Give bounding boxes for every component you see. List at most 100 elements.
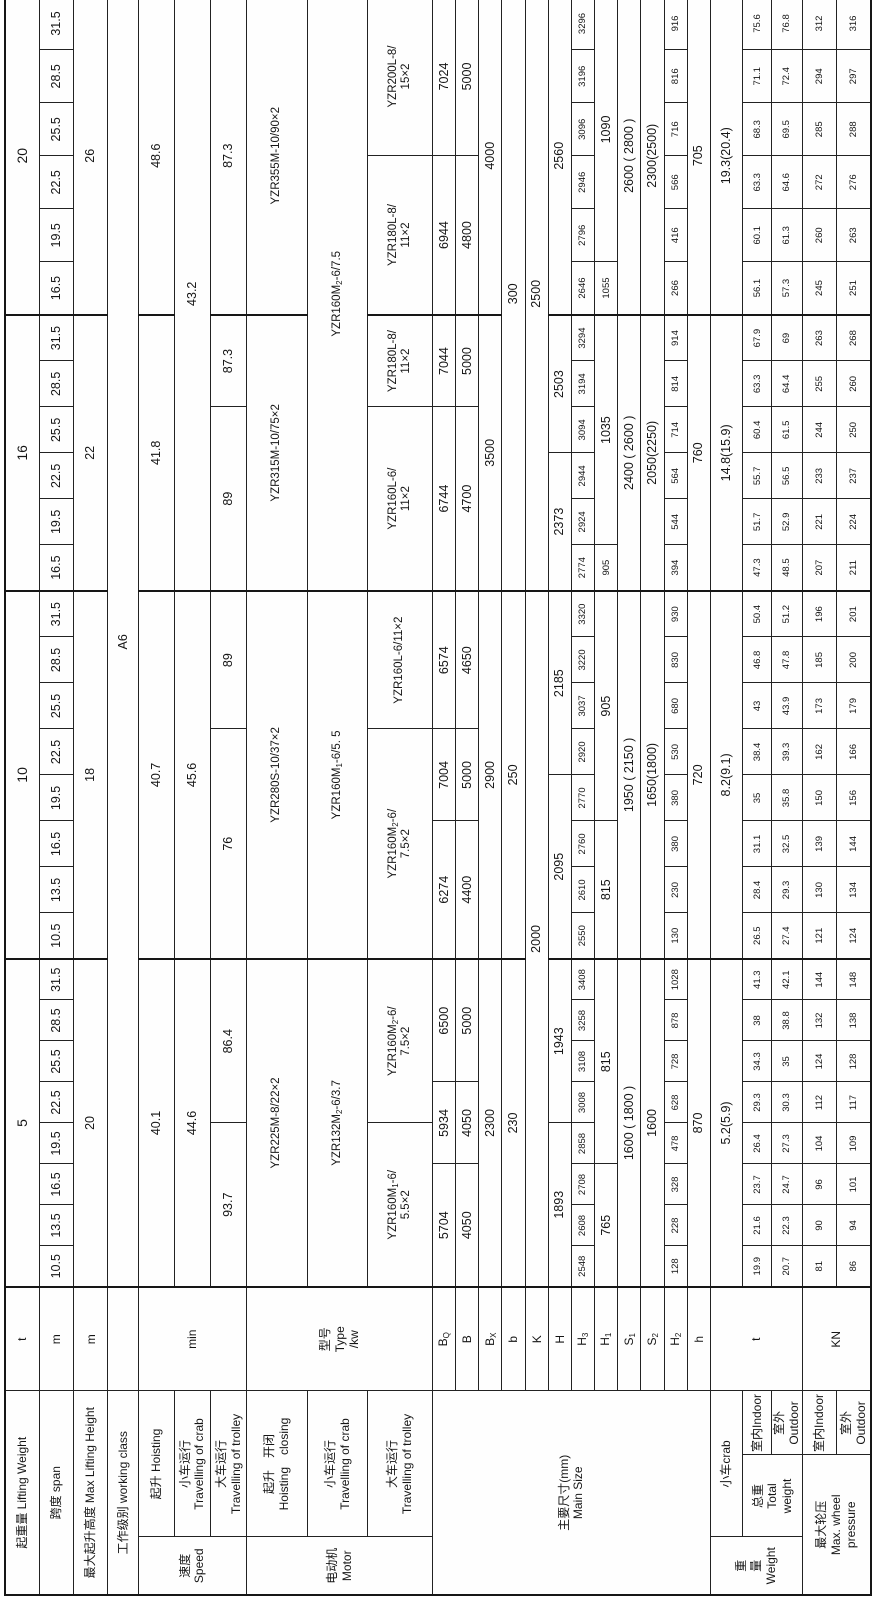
data-cell: 48.5 <box>771 544 803 591</box>
data-cell: 55.7 <box>742 452 772 499</box>
data-cell: 196 <box>802 590 837 637</box>
data-cell: YZR160M2-6/7.5×2 <box>367 958 433 1123</box>
unit-cell: min <box>138 1286 247 1391</box>
data-cell: 104 <box>802 1122 837 1164</box>
data-cell: 16 <box>5 314 40 591</box>
data-cell: 144 <box>802 958 837 1000</box>
data-cell: 207 <box>802 544 837 591</box>
data-cell: 51.7 <box>742 498 772 545</box>
data-cell: 2503 <box>548 314 572 453</box>
data-cell: 294 <box>802 49 837 103</box>
data-cell: 416 <box>664 208 688 262</box>
data-cell: 60.1 <box>742 208 772 262</box>
unit-cell: m <box>73 1286 108 1391</box>
data-cell: 5000 <box>455 314 479 407</box>
data-cell: 38.8 <box>771 999 803 1041</box>
data-cell: 2300(2500) <box>640 0 665 315</box>
data-cell: 276 <box>836 155 871 209</box>
data-cell: 2646 <box>571 261 595 315</box>
data-cell: 128 <box>836 1040 871 1082</box>
data-cell: 3196 <box>571 49 595 103</box>
row-label-cell: 总重 Total weight <box>742 1455 803 1537</box>
data-cell: 26.4 <box>742 1122 772 1164</box>
data-cell: 7044 <box>432 314 456 407</box>
data-cell: YZR280S-10/37×2 <box>246 590 308 959</box>
row-label-cell: 起重量 Lifting Weight <box>5 1390 40 1595</box>
data-cell: 1090 <box>594 0 618 262</box>
data-cell: 255 <box>802 360 837 407</box>
data-cell: 380 <box>664 820 688 867</box>
data-cell: 6574 <box>432 590 456 729</box>
row-label-cell: 大车运行 Travelling of trolley <box>367 1390 433 1537</box>
data-cell: 2550 <box>571 912 595 959</box>
unit-cell: h <box>687 1286 711 1391</box>
data-cell: 268 <box>836 314 871 361</box>
data-cell: 705 <box>687 0 711 315</box>
data-cell: 815 <box>594 958 618 1164</box>
data-cell: 2920 <box>571 728 595 775</box>
row-label-cell: 小车运行 Travelling of crab <box>307 1390 368 1537</box>
data-cell: 2708 <box>571 1163 595 1205</box>
data-cell: 211 <box>836 544 871 591</box>
data-cell: 64.4 <box>771 360 803 407</box>
data-cell: 63.3 <box>742 155 772 209</box>
data-cell: 2770 <box>571 774 595 821</box>
data-cell: 22.5 <box>39 1081 74 1123</box>
data-cell: YZR225M-8/22×2 <box>246 958 308 1287</box>
data-cell: 139 <box>802 820 837 867</box>
data-cell: 250 <box>501 590 525 959</box>
row-label-cell: 主要尺寸(mm) Main Size <box>432 1390 711 1595</box>
data-cell: 10.5 <box>39 912 74 959</box>
data-cell: 7004 <box>432 728 456 821</box>
unit-cell <box>107 1286 139 1391</box>
data-cell: 43.2 <box>174 0 211 591</box>
data-cell: 1650(1800) <box>640 590 665 959</box>
data-cell: 34.3 <box>742 1040 772 1082</box>
data-cell: 112 <box>802 1081 837 1123</box>
data-cell: 815 <box>594 820 618 959</box>
data-cell: 76 <box>210 728 247 959</box>
row-label-cell: 室内Indoor <box>742 1390 772 1455</box>
data-cell: 564 <box>664 452 688 499</box>
data-cell: YZR160M2-6/7.5×2 <box>367 728 433 959</box>
data-cell: 4050 <box>455 1081 479 1164</box>
data-cell: 31.5 <box>39 0 74 50</box>
data-cell: 2095 <box>548 774 572 959</box>
data-cell: 3320 <box>571 590 595 637</box>
data-cell: 5934 <box>432 1081 456 1164</box>
data-cell: 43.9 <box>771 682 803 729</box>
data-cell: 201 <box>836 590 871 637</box>
data-cell: 5 <box>5 958 40 1287</box>
data-cell: 544 <box>664 498 688 545</box>
data-cell: 816 <box>664 49 688 103</box>
unit-cell: H <box>548 1286 572 1391</box>
row-label-cell: 最大起升高度 Max Lifting Height <box>73 1390 108 1595</box>
data-cell: 566 <box>664 155 688 209</box>
data-cell: 7024 <box>432 0 456 156</box>
data-cell: 86 <box>836 1245 871 1287</box>
row-label-cell: 室外Outdoor <box>836 1390 871 1455</box>
data-cell: 27.4 <box>771 912 803 959</box>
data-cell: 93.7 <box>210 1122 247 1287</box>
row-label-cell: 最大轮压 Max. wheel pressure <box>802 1455 871 1595</box>
data-cell: 67.9 <box>742 314 772 361</box>
data-cell: 1028 <box>664 958 688 1000</box>
data-cell: 6744 <box>432 406 456 591</box>
data-cell: 19.5 <box>39 208 74 262</box>
data-cell: 69.5 <box>771 102 803 156</box>
data-cell: 18 <box>73 590 108 959</box>
unit-cell: B <box>455 1286 479 1391</box>
data-cell: 90 <box>802 1204 837 1246</box>
data-cell: 1893 <box>548 1122 572 1287</box>
data-cell: 2500 <box>525 0 549 591</box>
data-cell: 914 <box>664 314 688 361</box>
data-cell: 3194 <box>571 360 595 407</box>
data-cell: 22.5 <box>39 728 74 775</box>
data-cell: 316 <box>836 0 871 50</box>
data-cell: 2760 <box>571 820 595 867</box>
data-cell: 38 <box>742 999 772 1041</box>
data-cell: 6500 <box>432 958 456 1082</box>
data-cell: 2600 ( 2800 ) <box>617 0 641 315</box>
data-cell: 3037 <box>571 682 595 729</box>
